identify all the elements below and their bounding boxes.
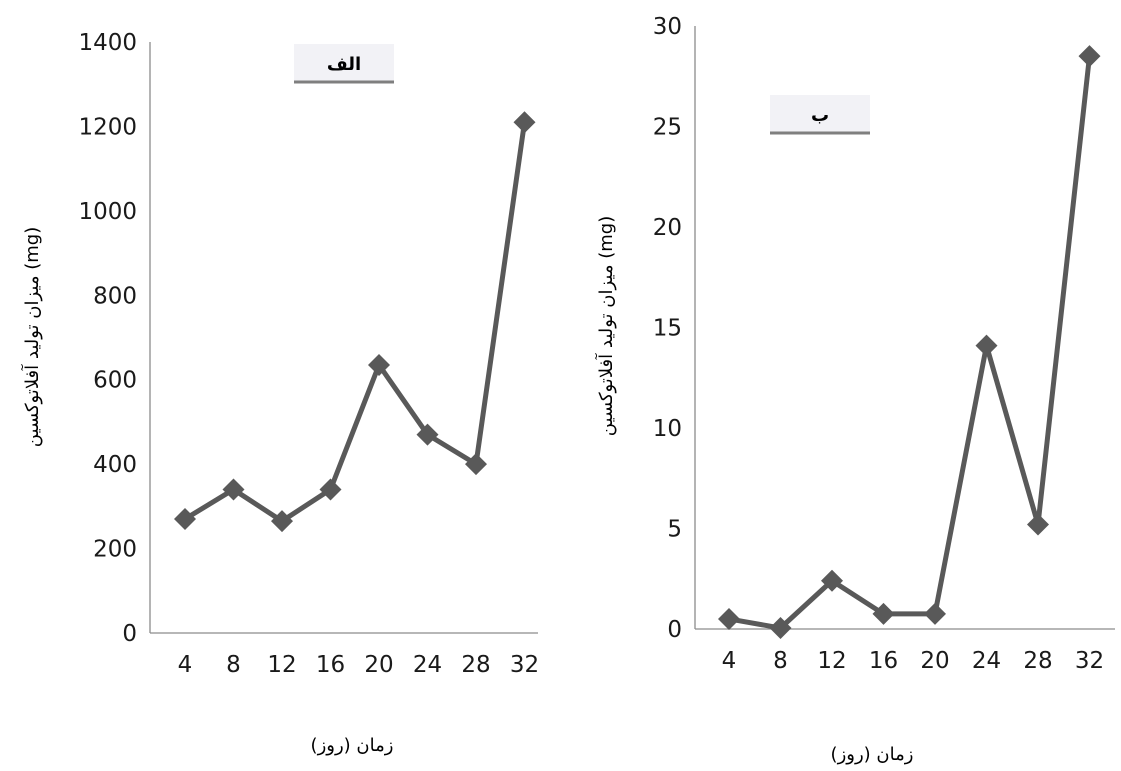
- y-tick-label: 1200: [78, 114, 137, 140]
- y-tick-label: 0: [667, 617, 682, 643]
- y-tick-label: 200: [93, 537, 137, 563]
- chart-panel-be: ب 0 5 10 15 20 25 30 4 8 12 16 20 24 28 32 میزان تولی…: [594, 14, 1115, 765]
- data-point-marker: [465, 453, 487, 476]
- data-point-marker: [769, 616, 792, 639]
- x-tick-label: 20: [364, 652, 393, 678]
- x-tick-label: 8: [773, 648, 788, 674]
- y-tick-label: 1000: [78, 199, 137, 225]
- y-tick-label: 1400: [78, 30, 137, 56]
- series-line: [728, 55, 1092, 631]
- data-point-marker: [222, 478, 245, 501]
- y-axis-title: میزان تولید آفلاتوکسین (mg): [20, 227, 43, 448]
- data-point-marker: [924, 602, 946, 625]
- y-tick-label: 400: [93, 452, 137, 478]
- data-point-marker: [513, 111, 536, 134]
- data-point-marker: [975, 334, 998, 357]
- y-axis-title: میزان تولید آفلاتوکسین (mg): [594, 216, 617, 437]
- data-point-marker: [319, 478, 342, 501]
- series-markers: [174, 111, 536, 533]
- x-tick-label: 28: [1023, 648, 1052, 674]
- y-tick-labels: 0 5 10 15 20 25 30: [653, 14, 682, 643]
- y-tick-label: 10: [653, 416, 682, 442]
- data-point-marker: [872, 602, 895, 625]
- x-tick-label: 12: [267, 652, 296, 678]
- y-tick-labels: 0 200 400 600 800 1000 1200 1400: [78, 30, 137, 647]
- y-tick-label: 25: [653, 115, 682, 141]
- chart-panel-alef: الف 0 200 400 600 800 1000 1200 1400 4 8 12 16 20 24…: [20, 30, 539, 756]
- data-point-marker: [416, 423, 439, 446]
- panel-label: ب: [811, 105, 829, 126]
- x-tick-label: 16: [869, 648, 898, 674]
- y-tick-label: 800: [93, 283, 137, 309]
- x-axis-title: زمان (روز): [831, 744, 914, 765]
- x-tick-label: 16: [316, 652, 345, 678]
- data-point-marker: [1027, 513, 1049, 536]
- x-tick-label: 24: [413, 652, 442, 678]
- x-tick-label: 12: [817, 648, 846, 674]
- x-axis-title: زمان (روز): [311, 735, 394, 756]
- data-point-marker: [368, 353, 390, 376]
- panel-label-background: [770, 95, 870, 133]
- panel-label-background: [294, 44, 394, 82]
- panel-label: الف: [327, 54, 361, 75]
- data-point-marker: [174, 508, 196, 531]
- x-tick-label: 8: [226, 652, 241, 678]
- x-tick-label: 4: [722, 648, 737, 674]
- x-tick-labels: 4 8 12 16 20 24 28 32: [178, 652, 539, 678]
- x-tick-label: 32: [510, 652, 539, 678]
- y-tick-label: 0: [122, 621, 137, 647]
- y-tick-label: 30: [653, 14, 682, 40]
- data-point-marker: [821, 569, 843, 592]
- x-tick-label: 20: [920, 648, 949, 674]
- y-tick-label: 20: [653, 215, 682, 241]
- series-markers: [718, 45, 1101, 639]
- y-tick-label: 15: [653, 316, 682, 342]
- x-tick-label: 24: [972, 648, 1001, 674]
- series-line: [183, 121, 527, 524]
- data-point-marker: [271, 510, 293, 533]
- x-tick-label: 32: [1075, 648, 1104, 674]
- x-tick-label: 28: [461, 652, 490, 678]
- y-tick-label: 5: [667, 517, 682, 543]
- x-tick-label: 4: [178, 652, 193, 678]
- x-tick-labels: 4 8 12 16 20 24 28 32: [722, 648, 1104, 674]
- y-tick-label: 600: [93, 368, 137, 394]
- data-point-marker: [718, 607, 740, 630]
- data-point-marker: [1078, 45, 1101, 68]
